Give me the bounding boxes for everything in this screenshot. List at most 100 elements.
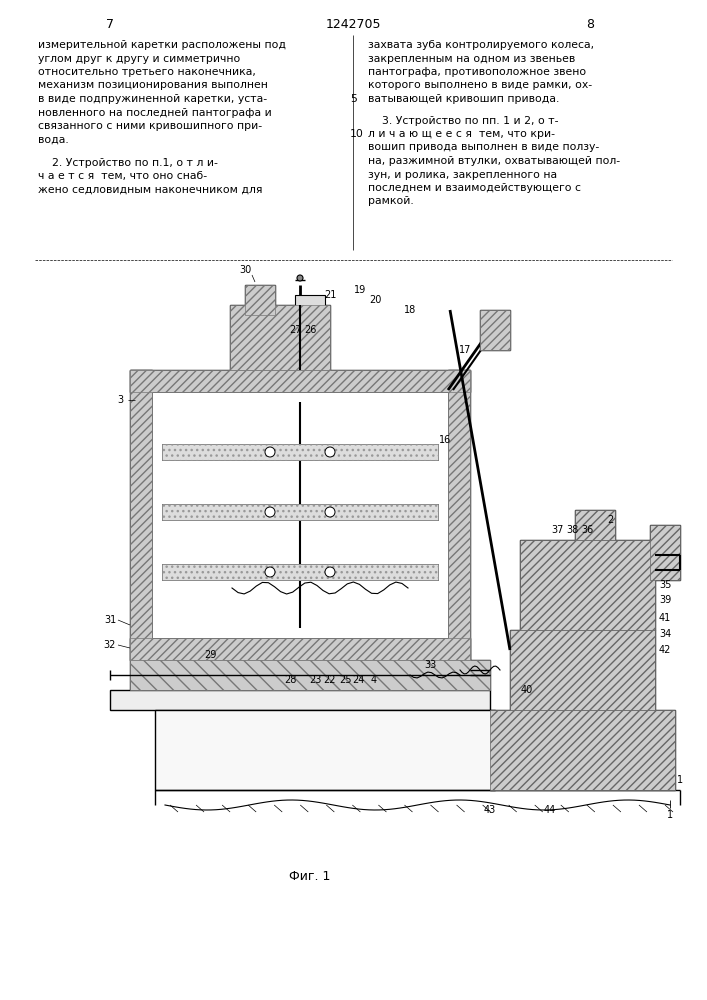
Text: 20: 20 [369,295,381,305]
Text: 1: 1 [677,775,683,785]
Text: 2. Устройство по п.1, о т л и-: 2. Устройство по п.1, о т л и- [38,158,218,168]
Text: 1242705: 1242705 [325,18,381,31]
Text: связанного с ними кривошипного при-: связанного с ними кривошипного при- [38,121,262,131]
Text: новленного на последней пантографа и: новленного на последней пантографа и [38,107,271,117]
Bar [510,630,655,710]
Text: 28: 28 [284,675,296,685]
Bar [130,370,470,392]
Text: 39: 39 [659,595,671,605]
Bar [510,630,655,710]
Text: 29: 29 [204,650,216,660]
Text: 26: 26 [304,325,316,335]
Bar [152,392,448,638]
Bar [520,540,655,630]
Bar [130,370,152,660]
Text: 18: 18 [404,305,416,315]
Bar [162,444,438,460]
Text: 2: 2 [607,515,613,525]
Bar [162,504,438,520]
Text: 4: 4 [371,675,377,685]
Text: вода.: вода. [38,134,69,144]
Bar [295,295,325,315]
Text: 44: 44 [544,805,556,815]
Bar [575,510,615,540]
Text: которого выполнено в виде рамки, ох-: которого выполнено в виде рамки, ох- [368,81,592,91]
Text: 41: 41 [659,613,671,623]
Bar [448,370,470,660]
Circle shape [297,275,303,281]
Text: на, разжимной втулки, охватывающей пол-: на, разжимной втулки, охватывающей пол- [368,156,620,166]
Text: ч а е т с я  тем, что оно снаб-: ч а е т с я тем, что оно снаб- [38,172,207,182]
Text: 25: 25 [339,675,351,685]
Bar [162,564,438,580]
Bar [110,690,490,710]
Bar [230,305,330,370]
Bar [162,444,438,460]
Text: углом друг к другу и симметрично: углом друг к другу и симметрично [38,53,240,64]
Text: 8: 8 [586,18,594,31]
Text: 24: 24 [352,675,364,685]
Text: Фиг. 1: Фиг. 1 [289,870,331,883]
Text: зун, и ролика, закрепленного на: зун, и ролика, закрепленного на [368,169,557,180]
Bar [130,370,470,392]
Circle shape [325,447,335,457]
Text: 31: 31 [104,615,116,625]
Text: 7: 7 [106,18,114,31]
Bar [230,305,330,370]
Text: 27: 27 [288,325,301,335]
Text: 21: 21 [324,290,337,300]
Bar [155,710,495,790]
Text: 17: 17 [459,345,471,355]
Bar [650,525,680,580]
Text: 36: 36 [581,525,593,535]
Bar [130,660,490,690]
Bar [130,370,152,660]
Text: механизм позиционирования выполнен: механизм позиционирования выполнен [38,81,268,91]
Text: ватывающей кривошип привода.: ватывающей кривошип привода. [368,94,559,104]
Text: 5: 5 [350,94,357,104]
Text: захвата зуба контролируемого колеса,: захвата зуба контролируемого колеса, [368,40,594,50]
Bar [490,710,675,790]
Bar [162,564,438,580]
Circle shape [325,567,335,577]
Bar [520,540,655,630]
Text: последнем и взаимодействующего с: последнем и взаимодействующего с [368,183,581,193]
Text: жено седловидным наконечником для: жено седловидным наконечником для [38,185,262,195]
Text: 19: 19 [354,285,366,295]
Circle shape [265,567,275,577]
Text: 42: 42 [659,645,671,655]
Text: вошип привода выполнен в виде ползу-: вошип привода выполнен в виде ползу- [368,142,600,152]
Text: 37: 37 [551,525,563,535]
Text: 3: 3 [117,395,123,405]
Text: 1: 1 [667,810,673,820]
Text: в виде подпружиненной каретки, уста-: в виде подпружиненной каретки, уста- [38,94,267,104]
Bar [480,310,510,350]
Text: относительно третьего наконечника,: относительно третьего наконечника, [38,67,256,77]
Text: 38: 38 [566,525,578,535]
Bar [130,638,470,660]
Text: 3. Устройство по пп. 1 и 2, о т-: 3. Устройство по пп. 1 и 2, о т- [368,115,559,125]
Bar [448,370,470,660]
Bar [130,660,490,690]
Text: 35: 35 [659,580,671,590]
Bar [575,510,615,540]
Text: рамкой.: рамкой. [368,196,414,207]
Bar [490,710,675,790]
Text: закрепленным на одном из звеньев: закрепленным на одном из звеньев [368,53,575,64]
Text: 33: 33 [424,660,436,670]
Bar [162,504,438,520]
Circle shape [265,507,275,517]
Bar [650,525,680,580]
Bar [245,285,275,315]
Text: 32: 32 [104,640,116,650]
Text: измерительной каретки расположены под: измерительной каретки расположены под [38,40,286,50]
Text: л и ч а ю щ е е с я  тем, что кри-: л и ч а ю щ е е с я тем, что кри- [368,129,555,139]
Text: 34: 34 [659,629,671,639]
Text: 43: 43 [484,805,496,815]
Text: пантографа, противоположное звено: пантографа, противоположное звено [368,67,586,77]
Text: 16: 16 [439,435,451,445]
Text: 10: 10 [350,129,364,139]
Circle shape [325,507,335,517]
Text: 23: 23 [309,675,321,685]
Bar [238,313,322,362]
